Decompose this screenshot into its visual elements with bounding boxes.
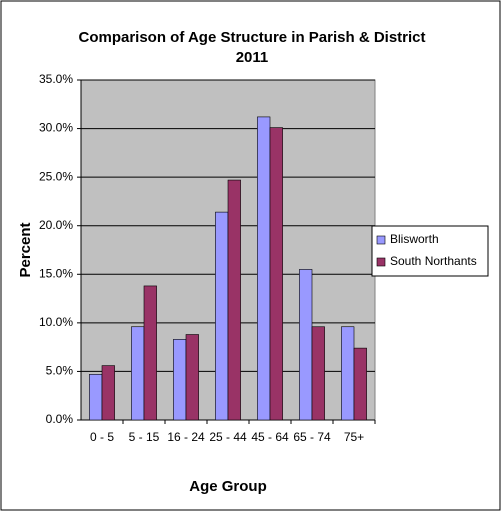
chart-subtitle: 2011 — [236, 49, 269, 66]
x-tick-label: 16 - 24 — [167, 430, 205, 444]
x-tick-label: 5 - 15 — [129, 430, 160, 444]
bar — [341, 326, 355, 421]
bar — [143, 285, 157, 421]
x-tick-label: 25 - 44 — [209, 430, 247, 444]
legend-swatch — [376, 257, 386, 267]
bar — [353, 347, 367, 421]
x-tick-label: 0 - 5 — [90, 430, 114, 444]
bar — [173, 339, 187, 421]
x-axis-title: Age Group — [189, 478, 267, 495]
bar — [257, 116, 271, 421]
legend-swatch — [376, 235, 386, 245]
x-tick-label: 45 - 64 — [251, 430, 289, 444]
bar — [227, 179, 241, 421]
y-tick-label: 0.0% — [46, 412, 74, 426]
y-axis-title: Percent — [17, 222, 34, 277]
y-tick-label: 20.0% — [39, 218, 73, 232]
y-tick-label: 10.0% — [39, 315, 73, 329]
bar — [299, 269, 313, 421]
legend-label: South Northants — [390, 254, 477, 268]
legend-label: Blisworth — [390, 232, 439, 246]
x-tick-label: 65 - 74 — [293, 430, 331, 444]
y-tick-label: 25.0% — [39, 169, 73, 183]
y-tick-label: 15.0% — [39, 266, 73, 280]
y-tick-label: 35.0% — [39, 72, 73, 86]
y-tick-label: 30.0% — [39, 121, 73, 135]
bar — [185, 334, 199, 421]
y-tick-label: 5.0% — [46, 364, 74, 378]
bar — [101, 365, 115, 421]
bar — [215, 211, 229, 421]
bar — [89, 374, 103, 421]
bar — [269, 127, 283, 421]
bar — [131, 326, 145, 421]
bar — [311, 326, 325, 421]
x-tick-label: 75+ — [344, 430, 364, 444]
chart-title: Comparison of Age Structure in Parish & … — [79, 29, 426, 46]
legend-box — [371, 225, 489, 277]
